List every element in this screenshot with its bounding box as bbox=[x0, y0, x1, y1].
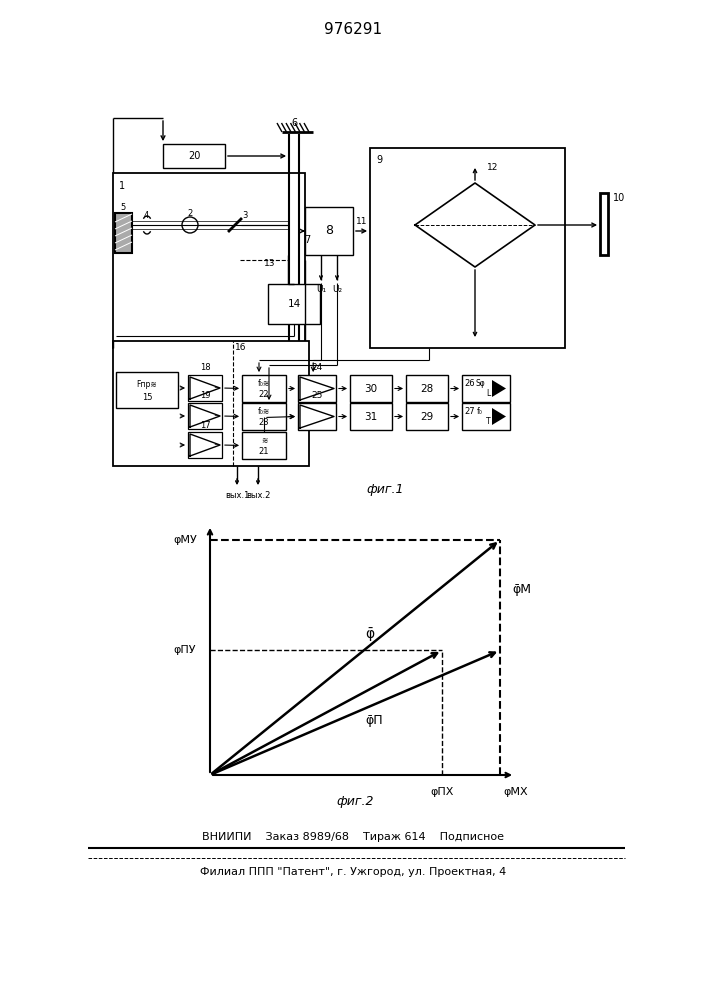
Bar bbox=[242, 432, 286, 459]
Text: 27: 27 bbox=[464, 407, 475, 416]
Text: вых.1: вых.1 bbox=[225, 491, 249, 500]
Text: 24: 24 bbox=[311, 362, 322, 371]
Bar bbox=[305, 207, 353, 255]
Text: 10: 10 bbox=[613, 193, 625, 203]
Bar bbox=[116, 372, 178, 408]
Text: 4: 4 bbox=[144, 211, 148, 220]
Polygon shape bbox=[492, 408, 506, 425]
Bar bbox=[115, 213, 132, 253]
Bar bbox=[113, 173, 305, 348]
Text: φМУ: φМУ bbox=[173, 535, 197, 545]
Text: 2: 2 bbox=[187, 209, 192, 218]
Text: 976291: 976291 bbox=[324, 22, 382, 37]
Bar bbox=[163, 144, 225, 168]
Text: −: − bbox=[213, 385, 219, 391]
Text: 23: 23 bbox=[259, 418, 269, 427]
Text: Sφ: Sφ bbox=[475, 379, 485, 388]
Text: Филиал ППП "Патент", г. Ужгород, ул. Проектная, 4: Филиал ППП "Патент", г. Ужгород, ул. Про… bbox=[200, 867, 506, 877]
Text: 30: 30 bbox=[364, 383, 378, 393]
Text: 14: 14 bbox=[287, 299, 300, 309]
Text: 25: 25 bbox=[311, 390, 322, 399]
Text: L: L bbox=[486, 389, 490, 398]
Text: 17: 17 bbox=[199, 420, 210, 430]
Bar bbox=[350, 403, 392, 430]
Text: 18: 18 bbox=[199, 363, 210, 372]
Bar bbox=[188, 432, 222, 458]
Text: 20: 20 bbox=[188, 151, 200, 161]
Bar bbox=[242, 403, 286, 430]
Text: −: − bbox=[213, 413, 219, 419]
Bar bbox=[462, 403, 510, 430]
Text: φПУ: φПУ bbox=[174, 645, 197, 655]
Text: 19: 19 bbox=[200, 391, 210, 400]
Text: 22: 22 bbox=[259, 390, 269, 399]
Bar bbox=[406, 375, 448, 402]
Text: f₀≋: f₀≋ bbox=[258, 407, 270, 416]
Bar bbox=[298, 403, 336, 430]
Text: φМХ: φМХ bbox=[503, 787, 527, 797]
Bar bbox=[242, 375, 286, 402]
Bar bbox=[370, 148, 565, 348]
Text: φПХ: φПХ bbox=[431, 787, 454, 797]
Text: 26: 26 bbox=[464, 379, 475, 388]
Text: U₂: U₂ bbox=[332, 286, 342, 294]
Text: 13: 13 bbox=[264, 259, 276, 268]
Text: Fпр≋: Fпр≋ bbox=[136, 380, 158, 389]
Text: 7: 7 bbox=[304, 235, 310, 245]
Text: φ̄: φ̄ bbox=[365, 627, 374, 641]
Polygon shape bbox=[492, 380, 506, 397]
Text: 8: 8 bbox=[325, 225, 333, 237]
Text: фиг.2: фиг.2 bbox=[337, 796, 374, 808]
Text: 9: 9 bbox=[376, 155, 382, 165]
Text: 3: 3 bbox=[243, 212, 247, 221]
Bar bbox=[188, 403, 222, 429]
Text: 15: 15 bbox=[141, 393, 152, 402]
Text: ≋: ≋ bbox=[261, 436, 267, 445]
Text: 29: 29 bbox=[421, 412, 433, 422]
Bar bbox=[298, 375, 336, 402]
Bar bbox=[188, 375, 222, 401]
Text: 21: 21 bbox=[259, 447, 269, 456]
Bar bbox=[462, 375, 510, 402]
Bar bbox=[600, 193, 608, 255]
Text: 11: 11 bbox=[356, 218, 367, 227]
Text: вых.2: вых.2 bbox=[246, 491, 270, 500]
Text: 28: 28 bbox=[421, 383, 433, 393]
Text: ВНИИПИ    Заказ 8989/68    Тираж 614    Подписное: ВНИИПИ Заказ 8989/68 Тираж 614 Подписное bbox=[202, 832, 504, 842]
Text: 5: 5 bbox=[120, 202, 126, 212]
Bar bbox=[350, 375, 392, 402]
Text: f₀≋: f₀≋ bbox=[258, 379, 270, 388]
Text: 6: 6 bbox=[291, 118, 297, 128]
Bar bbox=[406, 403, 448, 430]
Text: 12: 12 bbox=[487, 163, 498, 172]
Text: φ̄П: φ̄П bbox=[365, 714, 382, 727]
Text: T: T bbox=[486, 417, 491, 426]
Text: 1: 1 bbox=[119, 181, 125, 191]
Text: 31: 31 bbox=[364, 412, 378, 422]
Text: φ̄М: φ̄М bbox=[512, 583, 531, 596]
Text: f₀: f₀ bbox=[477, 407, 483, 416]
Bar bbox=[268, 284, 320, 324]
Text: фиг.1: фиг.1 bbox=[366, 484, 404, 496]
Text: U₁: U₁ bbox=[316, 286, 326, 294]
Text: 16: 16 bbox=[235, 344, 247, 353]
Bar bbox=[113, 341, 309, 466]
Text: −: − bbox=[213, 442, 219, 448]
